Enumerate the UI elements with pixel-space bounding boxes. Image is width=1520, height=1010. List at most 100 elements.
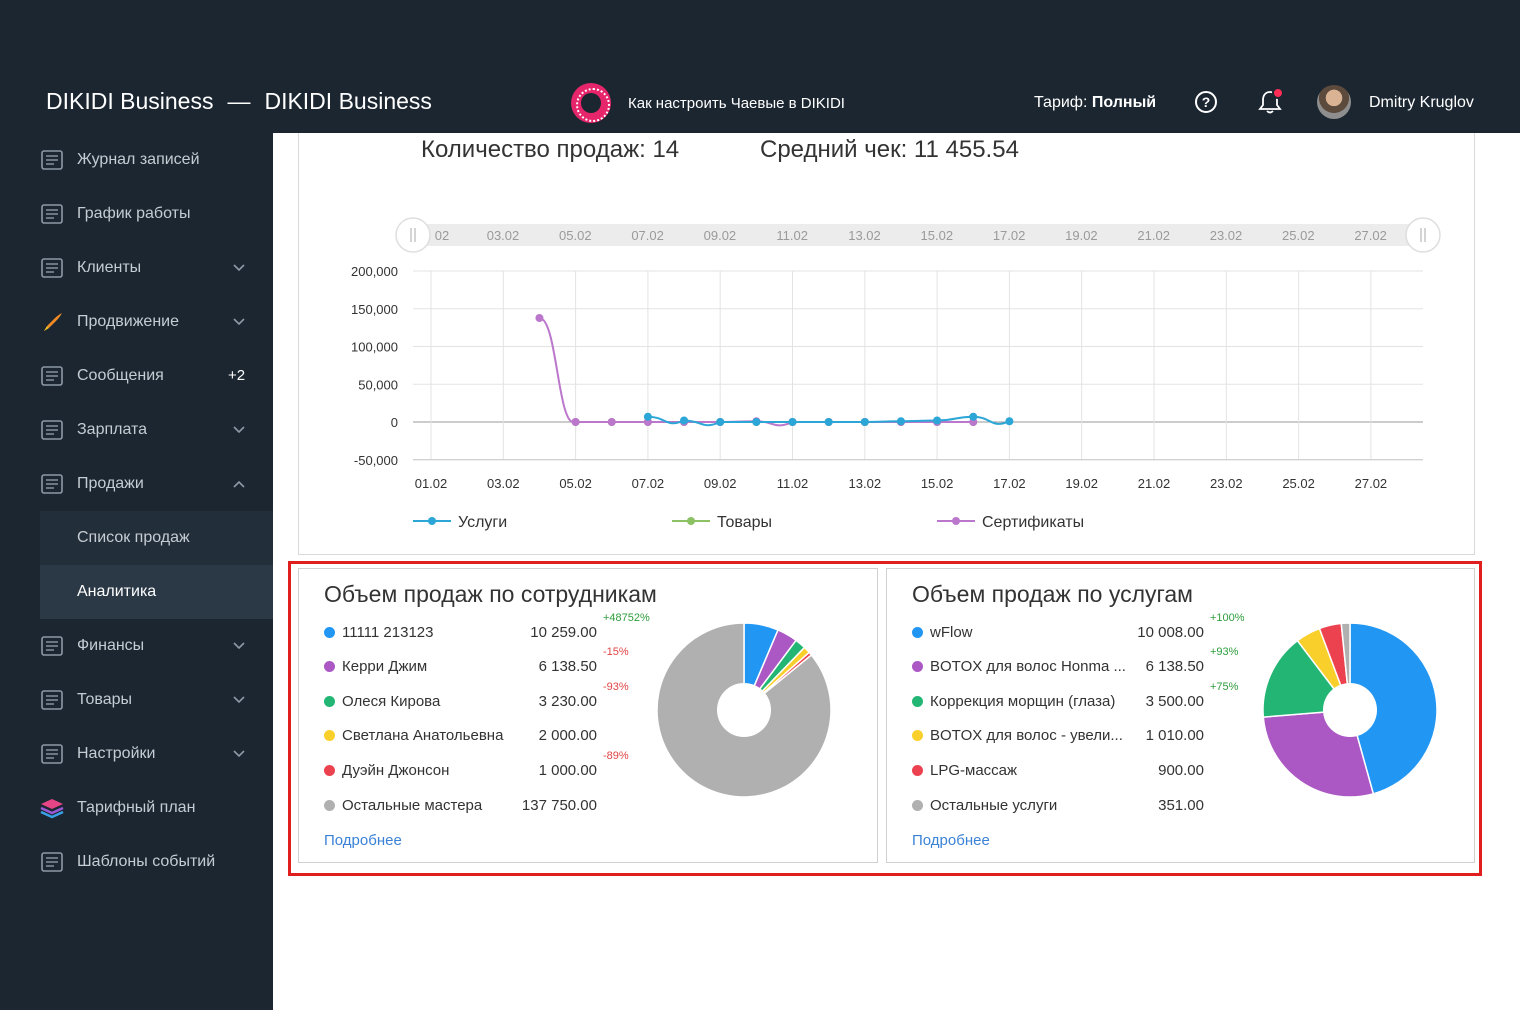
y-tick-label: 200,000 [351, 264, 398, 279]
template-icon [41, 852, 63, 872]
coins-icon [41, 636, 63, 656]
sidebar-label: Настройки [77, 745, 156, 762]
sidebar-item-8[interactable]: Товары [0, 673, 273, 727]
legend-marker[interactable] [687, 517, 695, 525]
legend-name: 11111 213123 [342, 624, 434, 641]
sidebar-subitem-1[interactable]: Аналитика [40, 565, 273, 619]
legend-value: 3 500.00 [1145, 693, 1204, 710]
legend-name: Остальные мастера [342, 797, 483, 814]
change-percent: -93% [603, 681, 629, 693]
legend-dot [324, 627, 335, 638]
data-point[interactable] [680, 416, 689, 425]
pie-slice[interactable] [1349, 622, 1438, 795]
user-name[interactable]: Dmitry Kruglov [1369, 94, 1474, 111]
chevron-up-icon[interactable] [232, 477, 246, 491]
range-navigator-track [413, 224, 1423, 246]
navigator-label: 05.02 [559, 228, 592, 243]
legend-name: Остальные услуги [930, 797, 1058, 814]
navigator-label: 15.02 [921, 228, 954, 243]
legend-label[interactable]: Товары [717, 514, 772, 531]
range-handle-right[interactable] [1405, 217, 1441, 253]
data-point[interactable] [896, 417, 905, 426]
legend-dot [912, 730, 923, 741]
sales-line-chart[interactable]: 02 03.02 05.02 07.02 09.02 11.02 13.02 15.02 17.… [330, 210, 1450, 550]
legend-value: 1 010.00 [1145, 727, 1204, 744]
sidebar-item-7[interactable]: Финансы [0, 619, 273, 673]
legend-row: Светлана Анатольевна 2 000.00 [324, 726, 597, 746]
cart-icon [41, 690, 63, 710]
sidebar-item-1[interactable]: График работы [0, 187, 273, 241]
legend-row: BOTOX для волос Honma ... 6 138.50 [912, 657, 1204, 677]
legend-dot [912, 800, 923, 811]
sidebar-item-5[interactable]: Зарплата [0, 403, 273, 457]
legend-row: Остальные услуги 351.00 [912, 796, 1204, 816]
data-point[interactable] [860, 418, 869, 426]
legend-dot [912, 696, 923, 707]
legend-value: 6 138.50 [1145, 658, 1204, 675]
legend-value: 10 259.00 [530, 624, 597, 641]
sidebar-item-4[interactable]: Сообщения +2 [0, 349, 273, 403]
chevron-down-icon[interactable] [232, 747, 246, 761]
data-point[interactable] [643, 412, 652, 421]
change-percent: -89% [603, 750, 629, 762]
range-handle-left[interactable] [395, 217, 431, 253]
data-point[interactable] [752, 418, 761, 426]
services-more-link[interactable]: Подробнее [912, 832, 990, 849]
services-donut-chart[interactable] [1261, 621, 1439, 799]
legend-value: 2 000.00 [538, 727, 597, 744]
navigator-label: 09.02 [704, 228, 737, 243]
staff-donut-chart[interactable] [655, 621, 833, 799]
receipt-icon [41, 474, 63, 494]
data-point[interactable] [607, 418, 616, 426]
sidebar-label: Шаблоны событий [77, 853, 216, 870]
legend-dot [912, 661, 923, 672]
data-point[interactable] [571, 418, 580, 426]
x-tick-label: 05.02 [559, 476, 592, 491]
sidebar-item-10[interactable]: Тарифный план [0, 781, 273, 835]
sidebar-item-0[interactable]: Журнал записей [0, 133, 273, 187]
avatar[interactable] [1317, 85, 1351, 119]
navigator-label: 02 [435, 228, 449, 243]
legend-row: Коррекция морщин (глаза) 3 500.00 [912, 692, 1204, 712]
x-tick-label: 23.02 [1210, 476, 1243, 491]
data-point[interactable] [969, 412, 978, 421]
data-point[interactable] [788, 418, 797, 426]
sidebar-item-3[interactable]: Продвижение [0, 295, 273, 349]
tariff-info[interactable]: Тариф: Полный [1034, 94, 1156, 112]
help-icon[interactable]: ? [1195, 91, 1217, 113]
chevron-down-icon[interactable] [232, 639, 246, 653]
tariff-value: Полный [1091, 94, 1157, 111]
sidebar-subitem-0[interactable]: Список продаж [40, 511, 273, 565]
sidebar-label: Финансы [77, 637, 145, 654]
legend-marker[interactable] [428, 517, 436, 525]
chevron-down-icon[interactable] [232, 261, 246, 275]
sidebar-label: Сообщения [77, 367, 164, 384]
data-point[interactable] [535, 313, 544, 322]
staff-more-link[interactable]: Подробнее [324, 832, 402, 849]
app-title[interactable]: DIKIDI Business — DIKIDI Business [46, 88, 432, 115]
legend-label[interactable]: Услуги [458, 514, 507, 531]
legend-name: Олеся Кирова [342, 693, 441, 710]
promo-banner[interactable]: Как настроить Чаевые в DIKIDI [571, 83, 845, 123]
sales-chart-card [298, 133, 1475, 555]
data-point[interactable] [824, 418, 833, 426]
change-percent: -15% [603, 646, 629, 658]
series-line-2 [539, 316, 974, 427]
sidebar-item-11[interactable]: Шаблоны событий [0, 835, 273, 889]
legend-label[interactable]: Сертификаты [982, 514, 1084, 531]
x-tick-label: 21.02 [1138, 476, 1171, 491]
data-point[interactable] [716, 418, 725, 426]
x-tick-label: 07.02 [632, 476, 665, 491]
sidebar-item-2[interactable]: Клиенты [0, 241, 273, 295]
legend-value: 351.00 [1158, 797, 1204, 814]
sidebar-item-6[interactable]: Продажи [0, 457, 273, 511]
sidebar-item-9[interactable]: Настройки [0, 727, 273, 781]
legend-row: 11111 213123 10 259.00 [324, 623, 597, 643]
chevron-down-icon[interactable] [232, 315, 246, 329]
chevron-down-icon[interactable] [232, 423, 246, 437]
journal-icon [41, 150, 63, 170]
data-point[interactable] [1005, 417, 1014, 426]
data-point[interactable] [933, 416, 942, 425]
legend-marker[interactable] [952, 517, 960, 525]
chevron-down-icon[interactable] [232, 693, 246, 707]
